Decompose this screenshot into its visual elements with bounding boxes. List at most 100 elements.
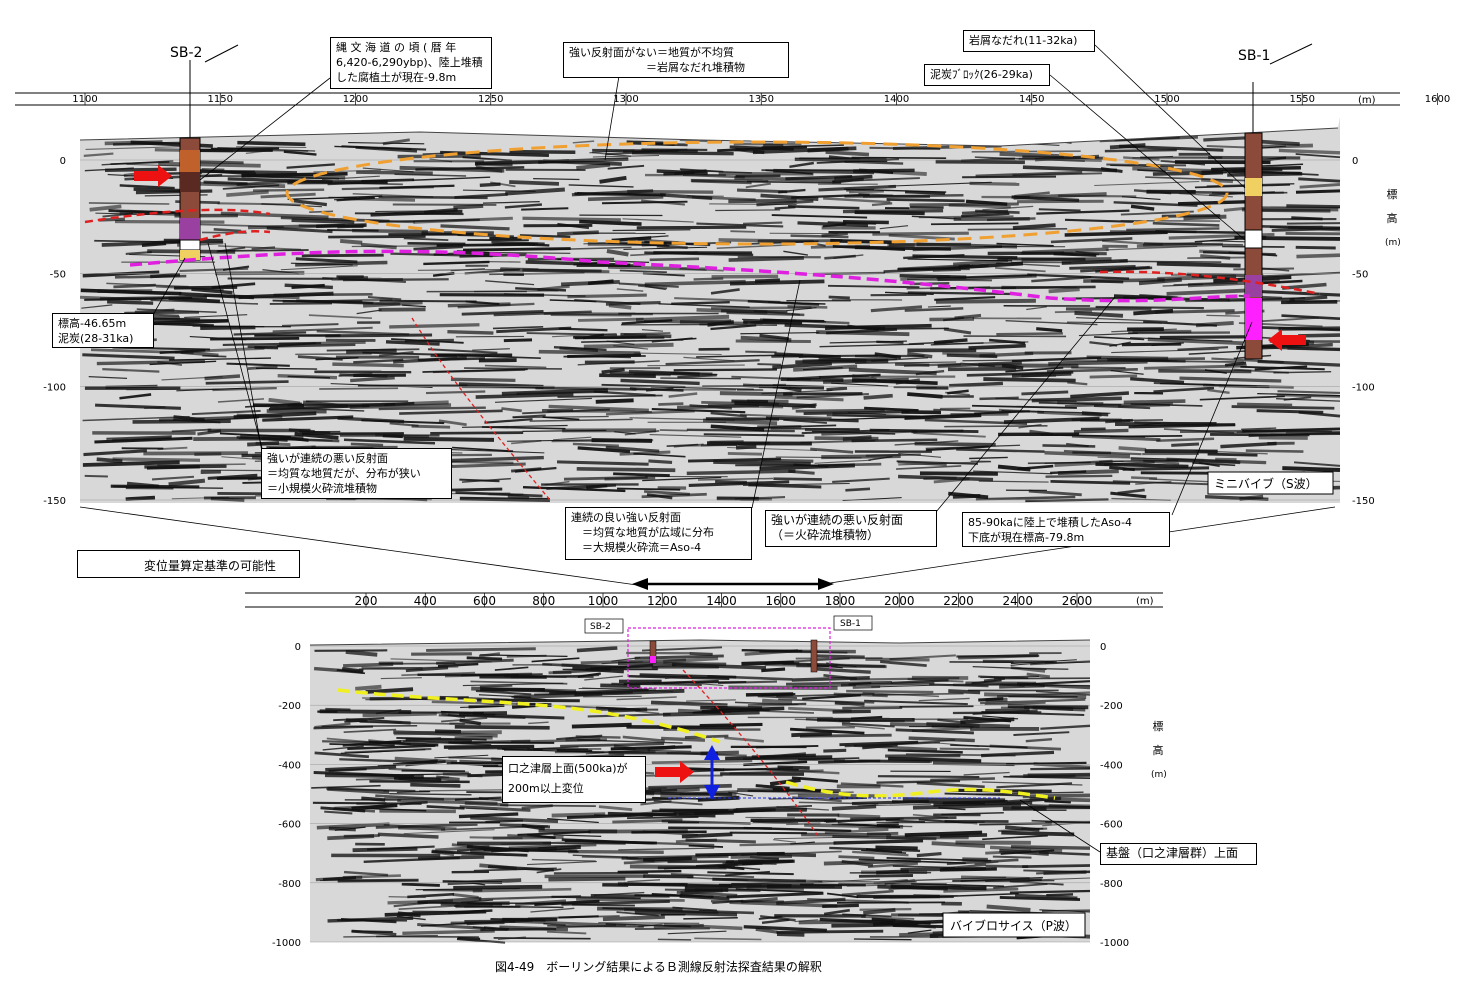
lower-elev-tick-left: 0 bbox=[295, 642, 301, 653]
lower-distance-tick-labels: 200 400 600 800 1000 1200 1400 1600 1800 2000 2200… bbox=[355, 594, 1093, 608]
lower-method-label: バイブロサイス（P波） bbox=[950, 918, 1077, 933]
callout-debris-avalanche: 岩屑なだれ(11-32ka) bbox=[963, 30, 1095, 52]
lower-distance-unit: (m) bbox=[1136, 596, 1154, 607]
elev-char-3: (m) bbox=[1385, 238, 1401, 248]
lower-distance-tick: 400 bbox=[414, 594, 437, 608]
upper-elevation-labels: 0 -50 -100 -150 0 -50 -100 -150 bbox=[43, 156, 1374, 507]
lower-leader-lines bbox=[1019, 799, 1101, 853]
callout-basement: 基盤（口之津層群）上面 bbox=[1100, 843, 1257, 865]
lower-distance-tick: 1000 bbox=[588, 594, 619, 608]
upper-distance-tick: 1200 bbox=[343, 94, 368, 105]
red-arrow-sb1 bbox=[1268, 329, 1306, 351]
upper-elev-tick-right: -50 bbox=[1352, 269, 1368, 280]
callout-strong-poor-pyro: 強いが連続の悪い反射面 （＝火砕流堆積物） bbox=[765, 510, 937, 547]
upper-elev-tick-right: -150 bbox=[1352, 496, 1375, 507]
sb2-label-upper: SB-2 bbox=[170, 45, 202, 61]
lower-distance-tick: 1200 bbox=[647, 594, 678, 608]
upper-method-label: ミニバイブ（S波） bbox=[1214, 476, 1318, 491]
lower-distance-tick: 1800 bbox=[825, 594, 856, 608]
elev-char-2: 高 bbox=[1152, 744, 1164, 757]
elev-char-3: (m) bbox=[1151, 770, 1167, 780]
red-horizon-left-2 bbox=[199, 230, 271, 242]
upper-leader-lines bbox=[152, 44, 1253, 516]
lower-distance-tick: 200 bbox=[355, 594, 378, 608]
red-horizon-left bbox=[84, 208, 271, 224]
figure-caption: 図4-49 ボーリング結果によるＢ測線反射法探査結果の解釈 bbox=[495, 960, 822, 974]
lower-distance-tick: 1600 bbox=[765, 594, 796, 608]
lower-elev-tick-left: -1000 bbox=[272, 938, 301, 949]
red-arrow-lower bbox=[655, 761, 694, 783]
upper-elev-tick-left: -150 bbox=[43, 496, 66, 507]
upper-distance-unit: (m) bbox=[1358, 95, 1376, 106]
callout-aso4: 85-90kaに陸上で堆積したAso-4 下底が現在標高-79.8m bbox=[962, 512, 1170, 547]
upper-distance-tick: 1600 bbox=[1425, 94, 1450, 105]
debris-avalanche-ellipse bbox=[285, 140, 1229, 246]
lower-distance-tick: 1400 bbox=[706, 594, 737, 608]
upper-distance-tick: 1150 bbox=[208, 94, 233, 105]
upper-elev-tick-left: -50 bbox=[50, 269, 66, 280]
lower-distance-tick: 2000 bbox=[884, 594, 915, 608]
lower-distance-ruler bbox=[245, 592, 1163, 608]
lower-method-box bbox=[942, 912, 1086, 938]
fault-line-lower bbox=[682, 669, 819, 837]
callout-continuous-strong: 連続の良い強い反射面 ＝均質な地質が広域に分布 ＝大規模火砕流＝Aso-4 bbox=[565, 507, 752, 560]
upper-elev-tick-left: 0 bbox=[60, 156, 66, 167]
callout-kuchinotsu-offset: 口之津層上面(500ka)が 200m以上変位 bbox=[502, 756, 646, 803]
range-double-arrow bbox=[632, 578, 834, 590]
yellow-horizon-west bbox=[337, 688, 721, 744]
callout-peat-block: 泥炭ﾌﾞﾛｯｸ(26-29ka) bbox=[924, 64, 1050, 86]
upper-distance-tick: 1300 bbox=[613, 94, 638, 105]
lower-elevation-axis-label: 標 高 (m) bbox=[1151, 715, 1167, 787]
magenta-horizon-upper bbox=[129, 249, 1251, 303]
legend-label: 変位量算定基準の可能性 bbox=[144, 559, 277, 573]
upper-distance-tick: 1400 bbox=[884, 94, 909, 105]
upper-distance-tick: 1450 bbox=[1019, 94, 1044, 105]
lower-elev-tick-left: -400 bbox=[278, 760, 301, 771]
zoom-rectangle bbox=[627, 627, 831, 689]
lower-elev-tick-left: -800 bbox=[278, 879, 301, 890]
lower-elev-tick-right: -1000 bbox=[1100, 938, 1129, 949]
lower-elev-tick-right: 0 bbox=[1100, 642, 1106, 653]
callout-jomon: 縄 文 海 道 の 頃 ( 暦 年 6,420-6,290ybp)、陸上堆積 し… bbox=[330, 37, 492, 89]
upper-elev-tick-right: -100 bbox=[1352, 383, 1375, 394]
lower-distance-tick: 2200 bbox=[943, 594, 974, 608]
upper-distance-tick: 1250 bbox=[478, 94, 503, 105]
elev-char-1: 標 bbox=[1152, 720, 1164, 733]
blue-offset-arrow bbox=[704, 745, 720, 800]
upper-distance-ruler bbox=[15, 92, 1438, 106]
upper-borehole-sb2-column bbox=[179, 60, 201, 261]
red-arrow-sb2 bbox=[134, 165, 172, 187]
lower-distance-tick: 800 bbox=[532, 594, 555, 608]
lower-elev-tick-left: -200 bbox=[278, 701, 301, 712]
lower-elev-tick-left: -600 bbox=[278, 820, 301, 831]
lower-elevation-labels: 0 -200 -400 -600 -800 -1000 0 -200 -400 -600 -800 -… bbox=[272, 642, 1129, 949]
lower-sb-label-boxes bbox=[584, 615, 873, 634]
upper-distance-tick: 1550 bbox=[1290, 94, 1315, 105]
upper-elev-tick-left: -100 bbox=[43, 383, 66, 394]
red-horizon-right bbox=[1099, 270, 1321, 296]
legend-box: 変位量算定基準の可能性 bbox=[77, 550, 300, 578]
callout-strong-poor-small: 強いが連続の悪い反射面 ＝均質な地質だが、分布が狭い ＝小規模火砕流堆積物 bbox=[261, 448, 452, 499]
callout-elevation-peat: 標高-46.65m 泥炭(28-31ka) bbox=[52, 313, 154, 348]
lower-elev-tick-right: -600 bbox=[1100, 820, 1123, 831]
sb2-label-lower: SB-2 bbox=[590, 622, 611, 632]
sb1-label-lower: SB-1 bbox=[840, 619, 861, 629]
upper-distance-tick: 1100 bbox=[72, 94, 97, 105]
lower-distance-tick: 2400 bbox=[1002, 594, 1033, 608]
yellow-horizon-east bbox=[785, 780, 1056, 800]
upper-method-box bbox=[1207, 471, 1334, 495]
sb1-label-upper: SB-1 bbox=[1238, 48, 1270, 64]
lower-distance-tick: 600 bbox=[473, 594, 496, 608]
upper-distance-tick-labels: 1100 1150 1200 1250 1300 1350 1400 1450 1500 1550… bbox=[72, 94, 1450, 105]
upper-distance-tick: 1500 bbox=[1154, 94, 1179, 105]
upper-elevation-axis-label: 標 高 (m) bbox=[1385, 183, 1401, 255]
upper-seismic-panel bbox=[79, 117, 1341, 503]
lower-elev-tick-right: -800 bbox=[1100, 879, 1123, 890]
elev-char-2: 高 bbox=[1386, 212, 1398, 225]
fault-line-upper bbox=[411, 317, 551, 501]
callout-no-reflector: 強い反射面がない＝地質が不均質 ＝岩屑なだれ堆積物 bbox=[563, 42, 789, 78]
elev-char-1: 標 bbox=[1386, 188, 1398, 201]
lower-seismic-panel bbox=[309, 616, 1091, 944]
lower-elev-tick-right: -400 bbox=[1100, 760, 1123, 771]
